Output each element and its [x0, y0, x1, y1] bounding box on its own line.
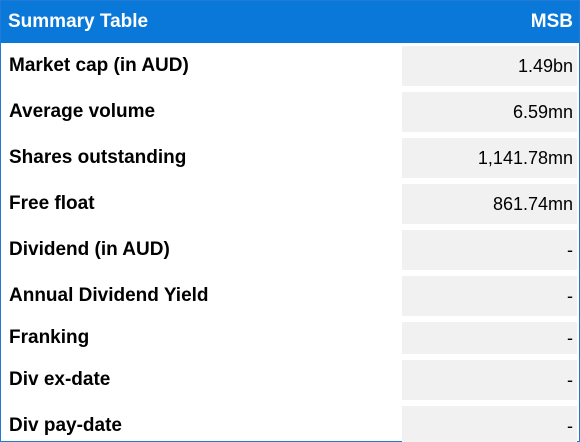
table-title: Summary Table	[8, 11, 149, 32]
table-row: Div ex-date -	[1, 357, 579, 403]
table-row: Dividend (in AUD) -	[1, 227, 579, 273]
table-header: Summary Table MSB	[1, 1, 579, 43]
table-row: Average volume 6.59mn	[1, 89, 579, 135]
row-value: 861.74mn	[402, 184, 577, 224]
row-value: 6.59mn	[402, 92, 577, 132]
row-value: -	[402, 230, 577, 270]
row-label: Free float	[9, 193, 95, 214]
row-value: -	[402, 406, 577, 442]
row-value: 1,141.78mn	[402, 138, 577, 178]
row-label: Market cap (in AUD)	[9, 55, 189, 76]
table-row: Franking -	[1, 319, 579, 357]
table-row: Shares outstanding 1,141.78mn	[1, 135, 579, 181]
row-label: Div ex-date	[9, 369, 111, 390]
table-row: Div pay-date -	[1, 403, 579, 442]
row-label: Div pay-date	[9, 415, 122, 436]
table-row: Free float 861.74mn	[1, 181, 579, 227]
row-value: -	[402, 322, 577, 354]
ticker-label: MSB	[530, 11, 573, 32]
row-value: -	[402, 360, 577, 400]
row-label: Average volume	[9, 101, 156, 122]
row-label: Shares outstanding	[9, 147, 187, 168]
row-label: Franking	[9, 327, 90, 348]
row-label: Annual Dividend Yield	[9, 285, 209, 306]
table-row: Market cap (in AUD) 1.49bn	[1, 43, 579, 89]
row-value: -	[402, 276, 577, 316]
row-label: Dividend (in AUD)	[9, 239, 170, 260]
row-value: 1.49bn	[402, 46, 577, 86]
table-row: Annual Dividend Yield -	[1, 273, 579, 319]
